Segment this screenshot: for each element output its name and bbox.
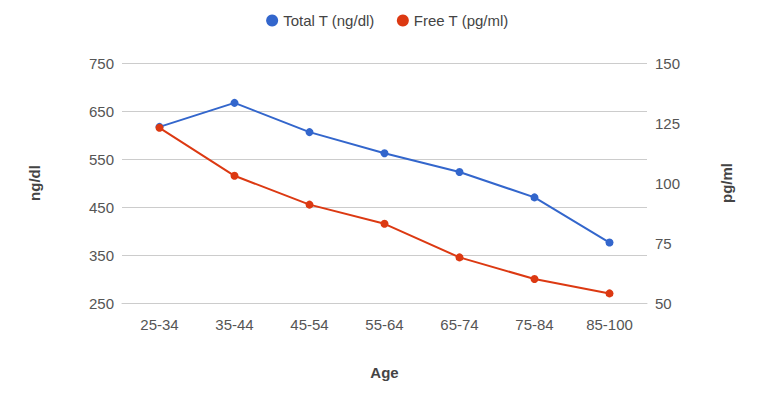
svg-text:125: 125 <box>655 115 680 132</box>
svg-text:750: 750 <box>89 55 114 72</box>
svg-text:350: 350 <box>89 247 114 264</box>
svg-text:Free T (pg/ml): Free T (pg/ml) <box>414 12 508 29</box>
svg-text:pg/ml: pg/ml <box>718 163 735 203</box>
svg-text:65-74: 65-74 <box>440 316 478 333</box>
svg-text:35-44: 35-44 <box>215 316 253 333</box>
svg-text:650: 650 <box>89 103 114 120</box>
svg-text:85-100: 85-100 <box>586 316 633 333</box>
svg-text:150: 150 <box>655 55 680 72</box>
svg-text:75-84: 75-84 <box>515 316 553 333</box>
svg-text:100: 100 <box>655 175 680 192</box>
svg-text:25-34: 25-34 <box>140 316 178 333</box>
svg-text:55-64: 55-64 <box>365 316 403 333</box>
svg-text:75: 75 <box>655 235 672 252</box>
svg-text:ng/dl: ng/dl <box>26 165 43 201</box>
svg-text:450: 450 <box>89 199 114 216</box>
svg-text:250: 250 <box>89 295 114 312</box>
svg-text:Total T (ng/dl): Total T (ng/dl) <box>283 12 374 29</box>
svg-text:45-54: 45-54 <box>290 316 328 333</box>
svg-text:550: 550 <box>89 151 114 168</box>
svg-text:Age: Age <box>370 364 398 381</box>
svg-text:50: 50 <box>655 295 672 312</box>
